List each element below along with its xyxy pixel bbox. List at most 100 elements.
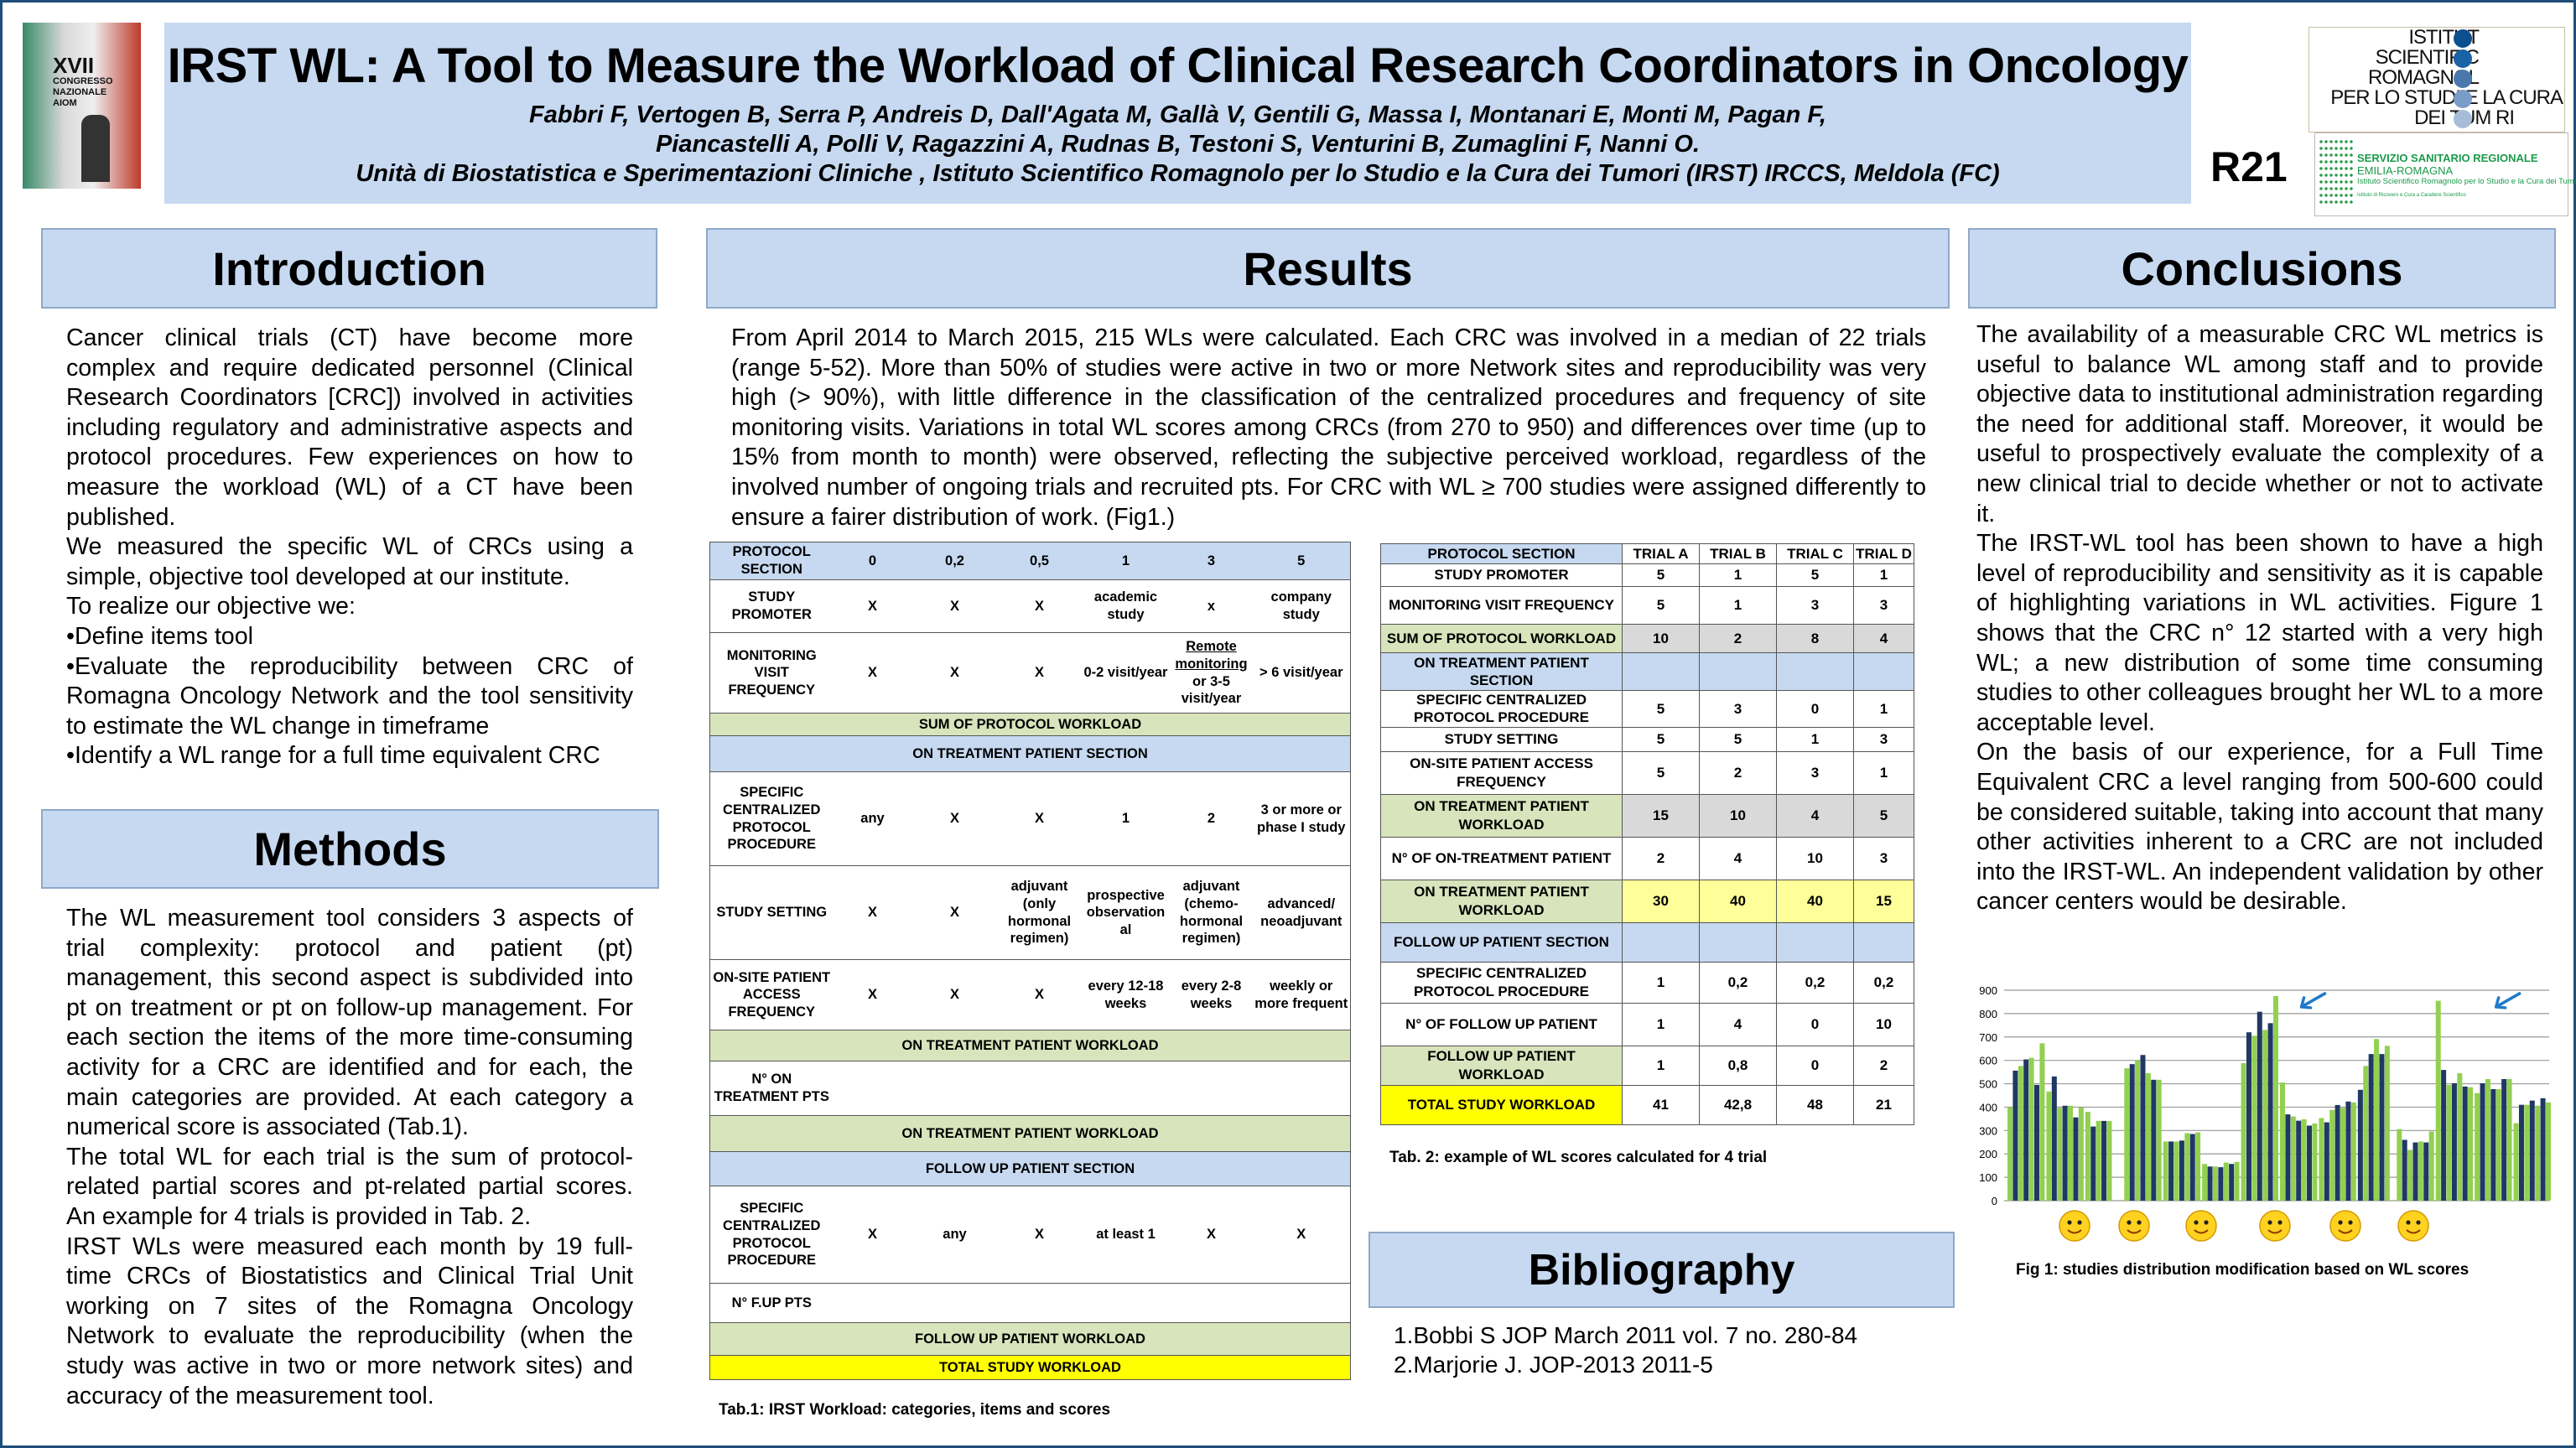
table-section-cell: SUM OF PROTOCOL WORKLOAD <box>709 713 1351 736</box>
row-label: N° F.UP PTS <box>709 1283 834 1323</box>
row-label: FOLLOW UP PATIENT WORKLOAD <box>1380 1045 1623 1086</box>
smiley-glasses-icon <box>2397 1210 2429 1242</box>
table-cell <box>997 1283 1082 1323</box>
table-cell: X <box>833 579 912 633</box>
bar <box>2350 1102 2356 1201</box>
table-cell: x <box>1170 579 1253 633</box>
table-cell: every 2-8 weeks <box>1170 959 1253 1030</box>
emoji-mouth <box>2194 1229 2209 1234</box>
y-tick-label: 0 <box>1992 1195 1997 1207</box>
bar <box>2397 1129 2402 1201</box>
bar <box>2475 1092 2480 1201</box>
row-label: SPECIFIC CENTRALIZED PROTOCOL PROCEDURE <box>1380 961 1623 1004</box>
bar <box>2272 995 2278 1201</box>
bibliography-item: 1.Bobbi S JOP March 2011 vol. 7 no. 280-… <box>1394 1322 1858 1348</box>
bar <box>2085 1112 2090 1201</box>
score-cell <box>1853 652 1914 691</box>
score-cell: TRIAL C <box>1776 543 1854 564</box>
score-cell: 2 <box>1853 1045 1914 1086</box>
table-section-cell: FOLLOW UP PATIENT WORKLOAD <box>709 1322 1351 1356</box>
table-row: SPECIFIC CENTRALIZED PROTOCOL PROCEDURE X… <box>709 1186 1351 1284</box>
score-cell: 5 <box>1622 750 1700 795</box>
bar <box>2501 1078 2507 1201</box>
y-tick-label: 700 <box>1979 1031 1997 1044</box>
bar <box>2068 1105 2074 1201</box>
table-cell: 0,5 <box>997 542 1082 580</box>
bar <box>2506 1078 2512 1201</box>
table-cell <box>833 1061 912 1116</box>
score-cell <box>1776 652 1854 691</box>
methods-text: The WL measurement tool considers 3 aspe… <box>66 904 633 1411</box>
emoji-mouth <box>2067 1229 2082 1234</box>
table-cell: X <box>1170 1186 1253 1284</box>
bar <box>2334 1104 2340 1201</box>
paragraph: •Define items tool <box>66 622 253 650</box>
table-cell: 1 <box>1081 771 1171 866</box>
table-section-cell: TOTAL STUDY WORKLOAD <box>709 1355 1351 1380</box>
score-cell <box>1853 921 1914 963</box>
trial-scores-table: PROTOCOL SECTION TRIAL A TRIAL B TRIAL C TRI… <box>1380 543 1914 1125</box>
poster-title: IRST WL: A Tool to Measure the Workload … <box>167 39 2189 93</box>
table-row: ON-SITE PATIENT ACCESS FREQUENCY 5 2 3 1 <box>1380 750 1914 795</box>
table-row: N° F.UP PTS <box>709 1283 1351 1323</box>
row-label: MONITORING VISIT FREQUENCY <box>1380 586 1623 625</box>
score-cell: 1 <box>1622 1045 1700 1086</box>
irst-logo: ISTITUT SCIENTIFIC ROMAGNOL PER LO STUDI… <box>2309 27 2565 132</box>
bar <box>2329 1109 2335 1201</box>
smiley-calm-icon <box>2259 1210 2291 1242</box>
table-row: ON TREATMENT PATIENT WORKLOAD <box>709 1030 1351 1061</box>
table2-caption: Tab. 2: example of WL scores calculated … <box>1389 1149 1768 1166</box>
painter-figure <box>81 115 110 182</box>
bar <box>2168 1141 2174 1201</box>
smiley-apple-icon <box>2329 1210 2361 1242</box>
table-row: SPECIFIC CENTRALIZED PROTOCOL PROCEDURE a… <box>709 771 1351 866</box>
row-label: ON TREATMENT PATIENT SECTION <box>1380 652 1623 691</box>
bar <box>2257 1011 2262 1201</box>
emoji-eye <box>2137 1220 2142 1225</box>
y-tick-label: 200 <box>1979 1148 1997 1160</box>
table-row: STUDY PROMOTER 5 1 5 1 <box>1380 563 1914 587</box>
bar <box>2412 1142 2418 1201</box>
row-label: FOLLOW UP PATIENT SECTION <box>1380 921 1623 963</box>
table-row: STUDY SETTING 5 5 1 3 <box>1380 726 1914 752</box>
bibliography-list: 1.Bobbi S JOP March 2011 vol. 7 no. 280-… <box>1394 1321 1857 1379</box>
table-cell: 0,2 <box>911 542 998 580</box>
table-row: FOLLOW UP PATIENT SECTION <box>1380 921 1914 963</box>
bar <box>2518 1104 2524 1201</box>
bar <box>2106 1120 2112 1201</box>
conclusions-text: The availability of a measurable CRC WL … <box>1976 320 2543 917</box>
bar <box>2290 1116 2296 1201</box>
score-cell: 4 <box>1853 624 1914 653</box>
table-cell <box>1081 1061 1171 1116</box>
logo-dot <box>2454 49 2472 68</box>
score-cell: 1 <box>1776 726 1854 752</box>
bar <box>2496 1088 2501 1201</box>
paragraph: The total WL for each trial is the sum o… <box>66 1143 633 1230</box>
score-cell: 15 <box>1622 793 1700 838</box>
score-cell: 42,8 <box>1699 1084 1777 1125</box>
table-section-cell: ON TREATMENT PATIENT WORKLOAD <box>709 1030 1351 1061</box>
row-label: N° ON TREATMENT PTS <box>709 1061 834 1116</box>
bar <box>2384 1046 2390 1201</box>
row-label: SPECIFIC CENTRALIZED PROTOCOL PROCEDURE <box>709 1186 834 1284</box>
score-cell: 1 <box>1622 961 1700 1004</box>
row-label: SPECIFIC CENTRALIZED PROTOCOL PROCEDURE <box>1380 690 1623 728</box>
bar <box>2513 1123 2519 1201</box>
table-cell: X <box>997 771 1082 866</box>
paragraph: To realize our objective we: <box>66 593 356 620</box>
bar <box>2090 1126 2096 1201</box>
bar <box>2007 1107 2012 1201</box>
table-row: N° OF FOLLOW UP PATIENT 1 4 0 10 <box>1380 1002 1914 1046</box>
bar <box>2039 1043 2045 1201</box>
emoji-eye <box>2348 1220 2353 1225</box>
bar <box>2028 1057 2034 1201</box>
bar <box>2151 1079 2157 1201</box>
bar <box>2312 1123 2318 1201</box>
row-label: SPECIFIC CENTRALIZED PROTOCOL PROCEDURE <box>709 771 834 866</box>
bar <box>2446 1084 2452 1201</box>
table-row: PROTOCOL SECTION 0 0,2 0,5 1 3 5 <box>709 542 1351 580</box>
bar <box>2018 1066 2023 1201</box>
score-cell: TRIAL B <box>1699 543 1777 564</box>
arrow-icon <box>2299 992 2327 1009</box>
